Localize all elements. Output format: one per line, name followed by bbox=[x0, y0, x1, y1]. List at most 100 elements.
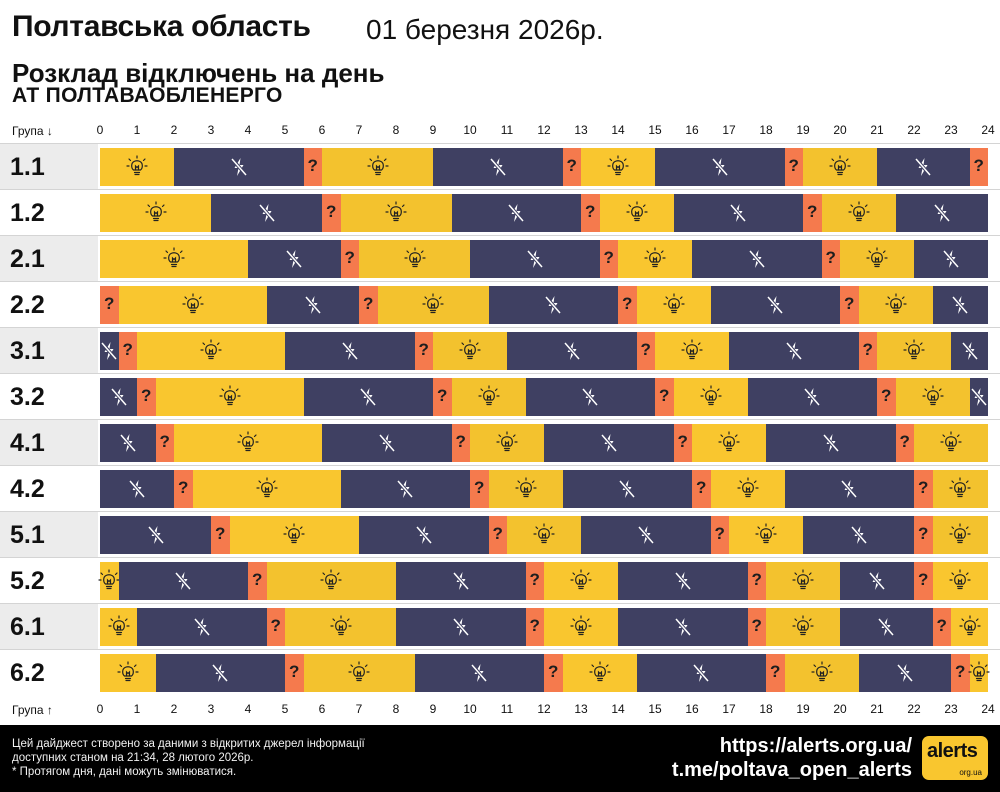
power-off-icon bbox=[801, 385, 823, 409]
power-on-period bbox=[581, 148, 655, 186]
possible-outage-period: ? bbox=[433, 378, 452, 416]
possible-outage-period: ? bbox=[118, 332, 137, 370]
power-off-icon bbox=[108, 385, 130, 409]
power-off-icon bbox=[709, 155, 731, 179]
lightbulb-icon bbox=[662, 293, 685, 317]
power-on-period bbox=[618, 240, 692, 278]
group-label: 4.1 bbox=[0, 420, 98, 466]
lightbulb-icon bbox=[588, 661, 611, 685]
group-row: 2.2???? bbox=[0, 281, 1000, 328]
question-mark-icon: ? bbox=[529, 570, 540, 589]
possible-outage-period: ? bbox=[137, 378, 156, 416]
schedule-track: ??? bbox=[100, 240, 988, 278]
website-link[interactable]: https://alerts.org.ua/ bbox=[719, 735, 912, 757]
hour-tick: 20 bbox=[833, 123, 847, 137]
hour-tick: 18 bbox=[759, 702, 773, 716]
power-off-period bbox=[396, 608, 526, 646]
schedule-track: ???? bbox=[100, 378, 988, 416]
possible-outage-period: ? bbox=[525, 608, 544, 646]
power-off-icon bbox=[598, 431, 620, 455]
power-off-period bbox=[673, 194, 803, 232]
hour-tick: 0 bbox=[96, 702, 104, 716]
possible-outage-period: ? bbox=[100, 286, 119, 324]
power-off-period bbox=[969, 378, 988, 416]
power-on-period bbox=[544, 608, 618, 646]
hour-tick: 9 bbox=[429, 702, 437, 716]
power-off-icon bbox=[672, 569, 694, 593]
lightbulb-icon bbox=[403, 247, 426, 271]
lightbulb-icon bbox=[496, 431, 518, 455]
lightbulb-icon bbox=[570, 569, 592, 593]
lightbulb-icon bbox=[884, 293, 907, 317]
power-on-period bbox=[803, 148, 877, 186]
power-off-icon bbox=[191, 615, 213, 639]
possible-outage-period: ? bbox=[951, 654, 970, 692]
possible-outage-period: ? bbox=[266, 608, 285, 646]
possible-outage-period: ? bbox=[525, 562, 544, 600]
power-off-period bbox=[470, 240, 600, 278]
power-on-period bbox=[488, 470, 563, 508]
region-title: Полтавська область bbox=[12, 10, 311, 43]
question-mark-icon: ? bbox=[825, 248, 836, 267]
lightbulb-icon bbox=[117, 661, 139, 685]
question-mark-icon: ? bbox=[326, 202, 337, 221]
group-row: 6.1???? bbox=[0, 603, 1000, 650]
power-off-period bbox=[951, 332, 988, 370]
power-on-period bbox=[340, 194, 452, 232]
question-mark-icon: ? bbox=[751, 570, 762, 589]
lightbulb-icon bbox=[320, 569, 342, 593]
lightbulb-icon bbox=[792, 615, 814, 639]
schedule-track: ???? bbox=[100, 424, 988, 462]
schedule-track: ??? bbox=[100, 194, 988, 232]
power-off-period bbox=[451, 194, 581, 232]
hour-tick: 24 bbox=[981, 702, 995, 716]
power-off-period bbox=[840, 562, 914, 600]
possible-outage-period: ? bbox=[340, 240, 359, 278]
possible-outage-period: ? bbox=[303, 148, 322, 186]
lightbulb-icon bbox=[681, 339, 703, 363]
lightbulb-icon bbox=[866, 247, 888, 271]
group-label: 2.2 bbox=[10, 291, 45, 319]
group-label: 1.1 bbox=[0, 144, 98, 190]
group-label: 4.2 bbox=[10, 475, 45, 503]
power-off-period bbox=[877, 148, 970, 186]
lightbulb-icon bbox=[644, 247, 666, 271]
power-off-period bbox=[932, 286, 988, 324]
power-on-period bbox=[470, 424, 544, 462]
power-off-icon bbox=[848, 523, 870, 547]
schedule-track: ???? bbox=[100, 286, 988, 324]
lightbulb-icon bbox=[949, 569, 971, 593]
hour-tick: 0 bbox=[96, 123, 104, 137]
power-off-period bbox=[118, 562, 248, 600]
hour-tick: 22 bbox=[907, 702, 921, 716]
lightbulb-icon bbox=[422, 293, 444, 317]
question-mark-icon: ? bbox=[955, 662, 966, 681]
power-off-icon bbox=[616, 477, 638, 501]
question-mark-icon: ? bbox=[122, 340, 133, 359]
power-off-icon bbox=[228, 155, 250, 179]
lightbulb-icon bbox=[459, 339, 481, 363]
lightbulb-icon bbox=[829, 155, 851, 179]
question-mark-icon: ? bbox=[844, 294, 855, 313]
power-off-period bbox=[858, 654, 951, 692]
power-on-period bbox=[562, 654, 637, 692]
telegram-link[interactable]: t.me/poltava_open_alerts bbox=[671, 759, 912, 781]
hour-tick: 12 bbox=[537, 123, 551, 137]
possible-outage-period: ? bbox=[174, 470, 193, 508]
hour-tick: 22 bbox=[907, 123, 921, 137]
hour-tick: 14 bbox=[611, 123, 625, 137]
hour-tick: 16 bbox=[685, 702, 699, 716]
power-on-period bbox=[784, 654, 859, 692]
power-off-icon bbox=[894, 661, 916, 685]
power-off-period bbox=[396, 562, 526, 600]
hour-tick: 3 bbox=[207, 123, 215, 137]
power-on-period bbox=[932, 562, 988, 600]
question-mark-icon: ? bbox=[215, 524, 226, 543]
possible-outage-period: ? bbox=[858, 332, 877, 370]
schedule-date: 01 березня 2026р. bbox=[366, 14, 604, 45]
power-on-period bbox=[932, 516, 988, 554]
power-off-icon bbox=[561, 339, 583, 363]
question-mark-icon: ? bbox=[418, 340, 429, 359]
power-off-icon bbox=[820, 431, 842, 455]
possible-outage-period: ? bbox=[914, 516, 933, 554]
